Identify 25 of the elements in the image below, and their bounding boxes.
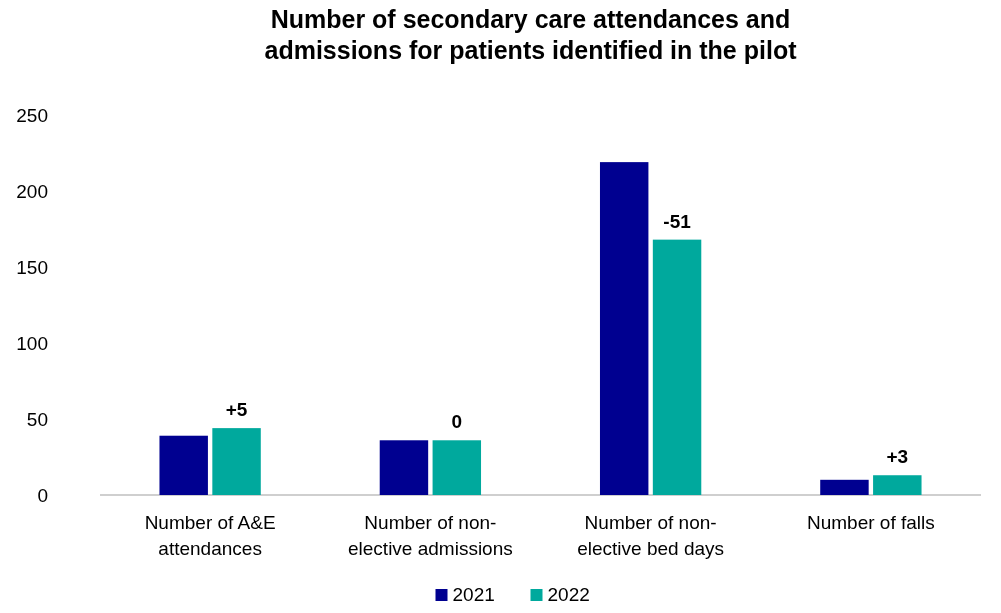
- y-tick-label: 250: [16, 105, 48, 126]
- x-tick-label: Number of non- elective bed days: [577, 512, 725, 559]
- y-tick-label: 200: [16, 181, 48, 202]
- legend-label: 2022: [547, 584, 590, 605]
- y-tick-label: 50: [26, 409, 48, 430]
- bar: [873, 475, 922, 495]
- annotation: +5: [225, 399, 248, 421]
- chart-title: Number of secondary care attendances and admissions for patients identified in the pilot: [264, 5, 798, 64]
- x-tick-label: Number of A&E attendances: [144, 512, 276, 559]
- y-tick-label: 100: [16, 333, 48, 354]
- annotation: 0: [451, 411, 463, 433]
- bar: [379, 440, 429, 495]
- bar: [820, 479, 869, 495]
- bar: [212, 428, 261, 495]
- y-tick-label: 150: [16, 257, 48, 278]
- bar: [599, 162, 649, 495]
- x-tick-label: Number of falls: [806, 512, 935, 533]
- bar: [652, 239, 702, 495]
- legend-label: 2021: [452, 584, 495, 605]
- annotation: +3: [886, 446, 909, 468]
- x-tick-label: Number of non- elective admissions: [348, 512, 513, 559]
- y-tick-label: 0: [37, 485, 48, 506]
- annotation: -51: [663, 210, 692, 232]
- bar: [432, 440, 482, 495]
- bar: [159, 435, 208, 495]
